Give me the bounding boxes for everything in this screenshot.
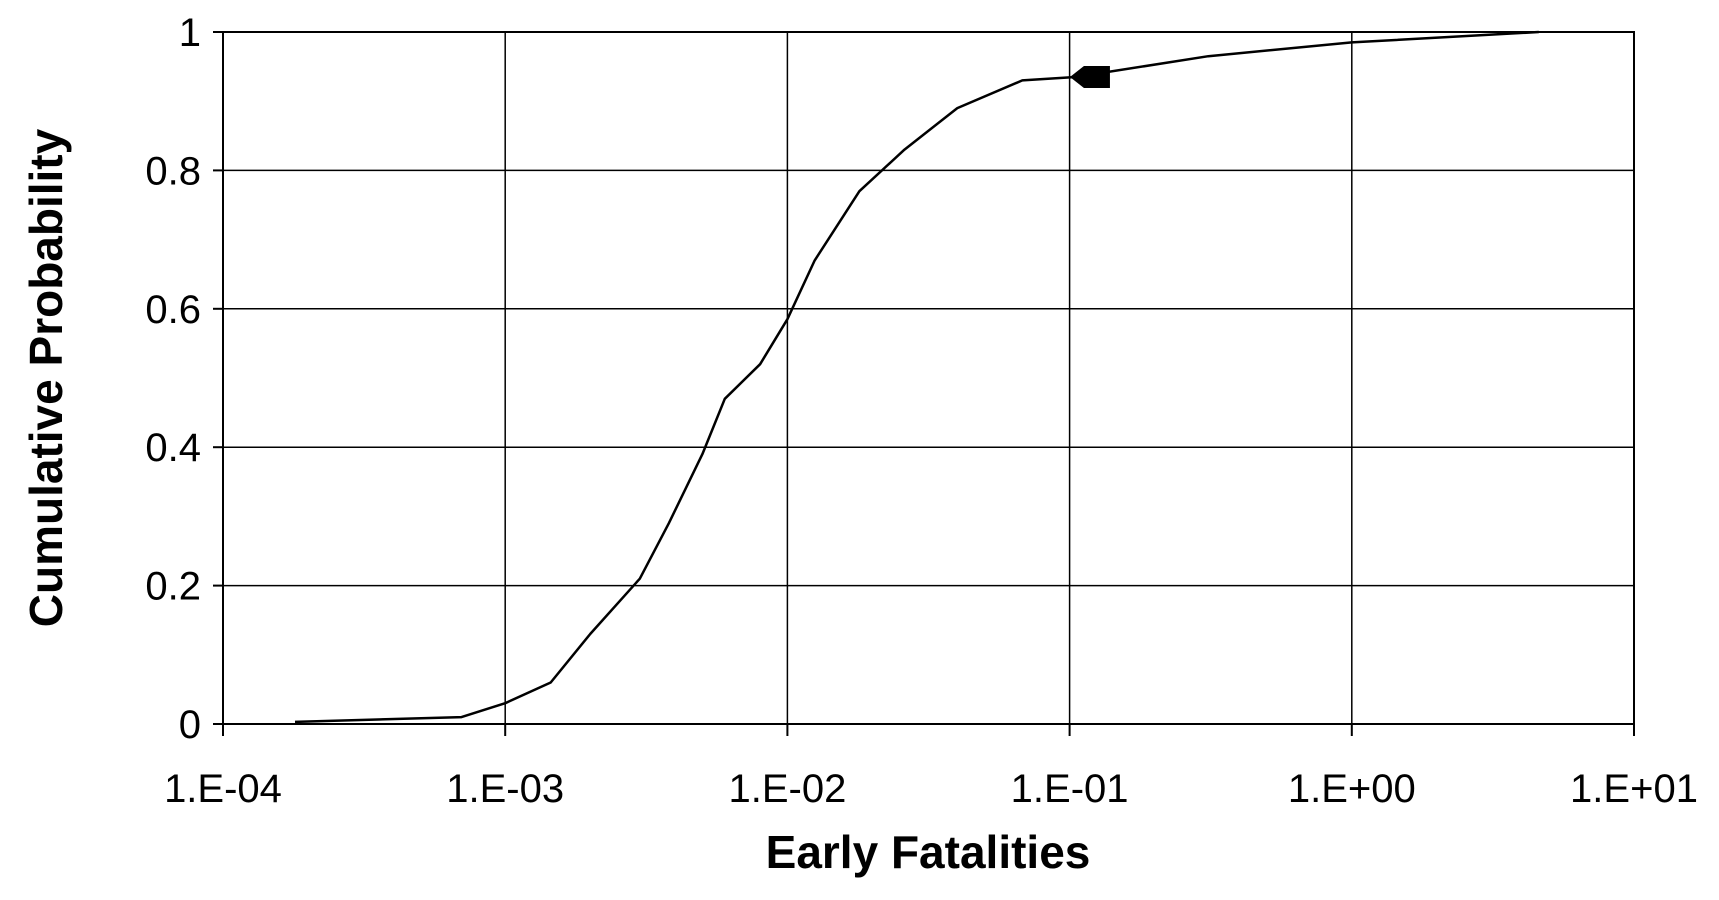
y-tick-label: 0.8 [145,149,201,193]
y-tick-label: 0.6 [145,288,201,332]
x-tick-label: 1.E-04 [164,767,282,811]
y-tick-label: 0.4 [145,426,201,470]
y-tick-label: 1 [179,11,201,55]
x-tick-label: 1.E+01 [1570,767,1698,811]
x-axis-title: Early Fatalities [766,826,1091,878]
y-tick-label: 0.2 [145,565,201,609]
x-tick-label: 1.E-03 [446,767,564,811]
cdf-line [294,30,1539,724]
x-tick-label: 1.E+00 [1288,767,1416,811]
y-axis-title: Cumulative Probability [20,128,72,627]
x-tick-label: 1.E-02 [728,767,846,811]
plot-area [222,31,1635,725]
point-marker [1069,65,1110,88]
y-tick-label: 0 [179,703,201,747]
x-tick-label: 1.E-01 [1011,767,1129,811]
